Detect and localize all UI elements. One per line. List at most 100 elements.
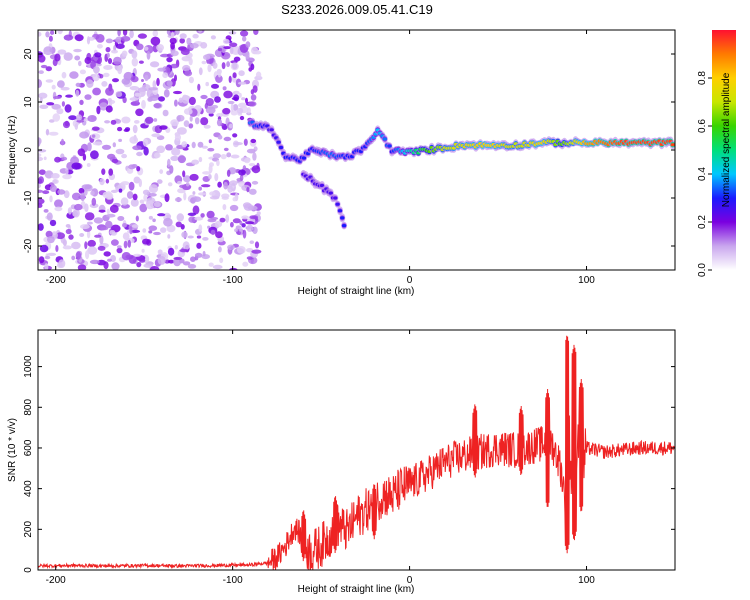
noise-blob xyxy=(198,156,203,163)
noise-blob xyxy=(96,105,101,115)
noise-blob xyxy=(250,46,259,55)
noise-blob xyxy=(109,204,119,213)
noise-blob xyxy=(45,31,50,38)
noise-blob xyxy=(132,193,138,201)
y-tick-label: 200 xyxy=(23,521,34,538)
noise-blob xyxy=(120,36,131,42)
noise-blob xyxy=(92,134,96,138)
noise-blob xyxy=(121,116,131,124)
noise-blob xyxy=(221,193,230,199)
noise-blob xyxy=(139,203,148,213)
y-tick-label: 0 xyxy=(23,567,34,573)
noise-blob xyxy=(252,226,258,234)
x-tick-label: 0 xyxy=(407,575,413,586)
noise-blob xyxy=(209,191,216,196)
noise-blob xyxy=(86,221,93,225)
noise-blob xyxy=(129,97,139,101)
noise-blob xyxy=(250,138,257,144)
noise-blob xyxy=(179,248,189,253)
noise-blob xyxy=(65,167,69,175)
noise-blob xyxy=(52,113,61,122)
noise-blob xyxy=(245,221,255,225)
noise-blob xyxy=(205,106,216,114)
y-tick-label: 400 xyxy=(23,480,34,497)
noise-blob xyxy=(145,200,155,210)
colorbar-gradient xyxy=(712,30,736,270)
noise-blob xyxy=(51,103,61,110)
noise-blob xyxy=(200,213,205,218)
noise-blob xyxy=(115,148,125,155)
noise-blob xyxy=(179,33,187,39)
noise-blob xyxy=(131,50,138,59)
noise-blob xyxy=(225,214,230,223)
snr-ylabel: SNR (10 * v/v) xyxy=(7,418,18,482)
noise-blob xyxy=(105,38,113,44)
noise-blob xyxy=(158,96,165,102)
noise-blob xyxy=(87,115,97,122)
noise-blob xyxy=(171,147,181,156)
noise-blob xyxy=(84,203,89,212)
noise-blob xyxy=(38,92,48,99)
noise-blob xyxy=(174,197,182,202)
noise-blob xyxy=(136,166,141,172)
noise-blob xyxy=(166,57,173,63)
noise-blob xyxy=(38,203,43,208)
noise-blob xyxy=(189,115,193,122)
noise-blob xyxy=(197,83,201,91)
noise-blob xyxy=(179,184,187,189)
x-tick-label: -200 xyxy=(46,275,66,286)
noise-blob xyxy=(105,178,110,184)
noise-blob xyxy=(60,138,65,146)
noise-blob xyxy=(105,220,113,229)
noise-blob xyxy=(233,142,243,146)
noise-blob xyxy=(121,78,131,85)
x-tick-label: -100 xyxy=(223,575,243,586)
noise-blob xyxy=(121,252,131,261)
noise-blob xyxy=(79,69,86,75)
noise-blob xyxy=(65,224,71,228)
noise-blob xyxy=(215,74,223,83)
noise-blob xyxy=(214,220,223,228)
noise-blob xyxy=(117,245,122,249)
noise-blob xyxy=(74,123,79,130)
noise-blob xyxy=(69,71,79,79)
noise-blob xyxy=(153,118,158,122)
noise-blob xyxy=(194,252,203,258)
noise-blob xyxy=(219,217,226,223)
noise-blob xyxy=(238,169,246,176)
noise-blob xyxy=(97,245,106,251)
noise-blob xyxy=(62,174,72,180)
noise-blob xyxy=(205,98,214,106)
noise-blob xyxy=(49,219,57,227)
noise-blob xyxy=(137,33,147,39)
noise-blob xyxy=(86,163,91,167)
noise-blob xyxy=(57,49,67,55)
noise-blob xyxy=(157,67,166,72)
noise-blob xyxy=(86,230,91,239)
noise-blob xyxy=(209,195,220,200)
noise-blob xyxy=(192,205,200,215)
noise-blob xyxy=(130,75,139,83)
noise-blob xyxy=(38,54,46,63)
colorbar-label: Normalized spectral amplitude xyxy=(721,72,732,207)
noise-blob xyxy=(228,123,233,129)
noise-blob xyxy=(63,52,73,61)
noise-blob xyxy=(170,155,179,161)
noise-blob xyxy=(118,138,122,142)
noise-blob xyxy=(106,208,110,215)
noise-blob xyxy=(200,42,208,49)
noise-blob xyxy=(164,193,170,203)
y-tick-label: 1000 xyxy=(23,355,34,378)
noise-blob xyxy=(61,101,65,107)
noise-blob xyxy=(110,189,118,193)
noise-blob xyxy=(254,241,260,249)
noise-blob xyxy=(76,114,83,121)
noise-blob xyxy=(176,114,185,122)
noise-blob xyxy=(170,50,179,57)
noise-blob xyxy=(79,233,85,237)
noise-blob xyxy=(174,99,178,107)
colorbar: 0.0 0.2 0.4 0.6 0.8 Normalized spectral ampl… xyxy=(697,30,736,277)
noise-blob xyxy=(168,259,175,264)
noise-blob xyxy=(188,76,194,84)
